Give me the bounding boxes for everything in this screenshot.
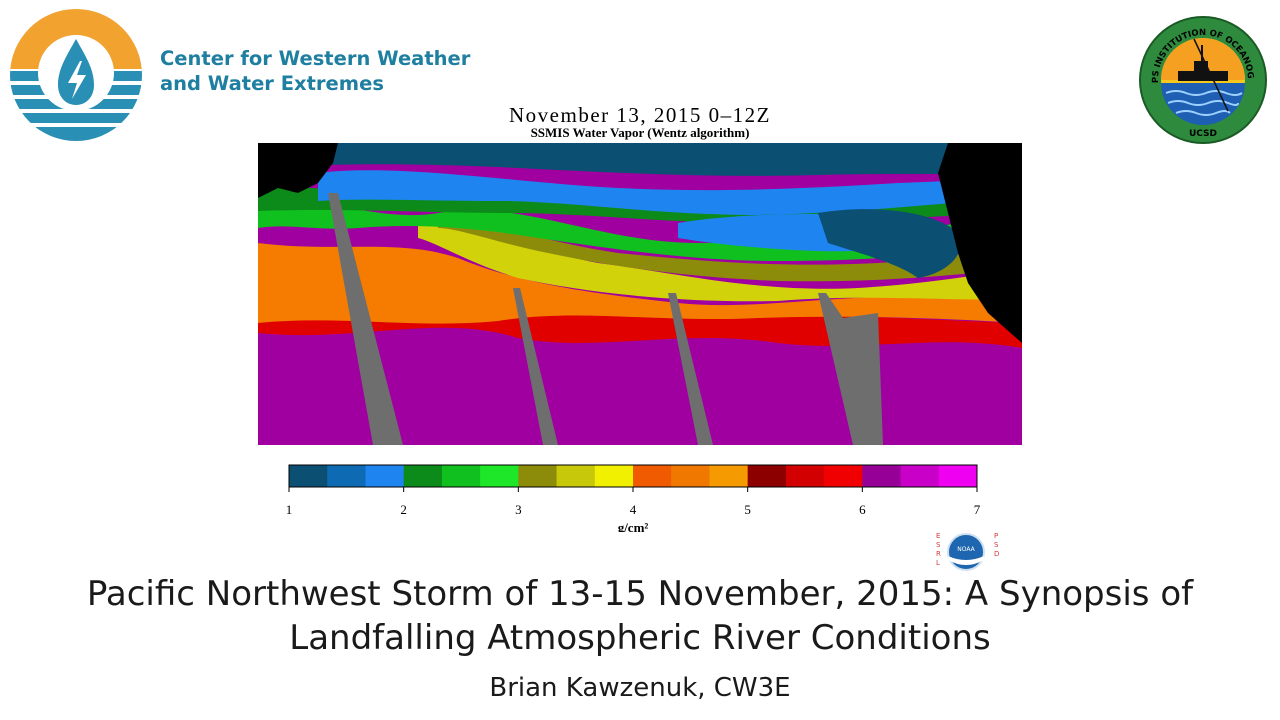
noaa-center-text: NOAA: [957, 546, 975, 553]
colorbar-swatch: [824, 465, 863, 487]
water-vapor-map: [258, 143, 1022, 445]
slide-title-line1: Pacific Northwest Storm of 13-15 Novembe…: [86, 574, 1194, 614]
slide-title-line2: Landfalling Atmospheric River Conditions: [289, 618, 991, 658]
colorbar-swatch: [633, 465, 672, 487]
colorbar-swatch: [518, 465, 558, 487]
colorbar-swatch: [747, 465, 787, 487]
colorbar-swatch: [709, 465, 749, 487]
colorbar-tick-label: 3: [515, 502, 522, 517]
colorbar-tick-label: 4: [630, 502, 637, 517]
plot-title: November 13, 2015 0–12Z: [509, 103, 771, 127]
colorbar-ticks: 1 2 3 4 5 6 7: [286, 487, 980, 517]
colorbar: 1 2 3 4 5 6 7 g/cm²: [286, 464, 980, 532]
colorbar-swatch: [403, 465, 443, 487]
colorbar-swatch: [480, 465, 519, 487]
colorbar-swatch: [289, 465, 328, 487]
colorbar-swatch: [900, 465, 940, 487]
slide-title: Pacific Northwest Storm of 13-15 Novembe…: [0, 572, 1280, 660]
colorbar-tick-label: 5: [744, 502, 751, 517]
org-name-line2: and Water Extremes: [160, 72, 384, 95]
colorbar-tick-label: 7: [974, 502, 980, 517]
scripps-seal-ucsd: UCSD: [1189, 129, 1217, 139]
colorbar-swatch: [671, 465, 710, 487]
colorbar-swatch: [785, 465, 825, 487]
org-name: Center for Western Weather and Water Ext…: [160, 46, 470, 96]
colorbar-swatch: [327, 465, 366, 487]
org-name-line1: Center for Western Weather: [160, 47, 471, 70]
colorbar-tick-label: 2: [400, 502, 407, 517]
slide-author: Brian Kawzenuk, CW3E: [489, 673, 791, 703]
colorbar-swatch: [938, 465, 978, 487]
colorbar-swatch: [365, 465, 405, 487]
colorbar-swatch: [594, 465, 634, 487]
colorbar-swatches: [289, 465, 978, 487]
colorbar-unit: g/cm²: [618, 520, 649, 532]
colorbar-tick-label: 6: [859, 502, 866, 517]
plot-subtitle: SSMIS Water Vapor (Wentz algorithm): [530, 125, 750, 140]
colorbar-tick-label: 1: [286, 502, 292, 517]
colorbar-swatch: [441, 465, 481, 487]
cw3e-logo: [10, 9, 142, 141]
colorbar-swatch: [862, 465, 902, 487]
colorbar-swatch: [556, 465, 596, 487]
scripps-seal-icon: SCRIPPS INSTITUTION OF OCEANOGRAPHY UCSD: [1138, 15, 1267, 144]
